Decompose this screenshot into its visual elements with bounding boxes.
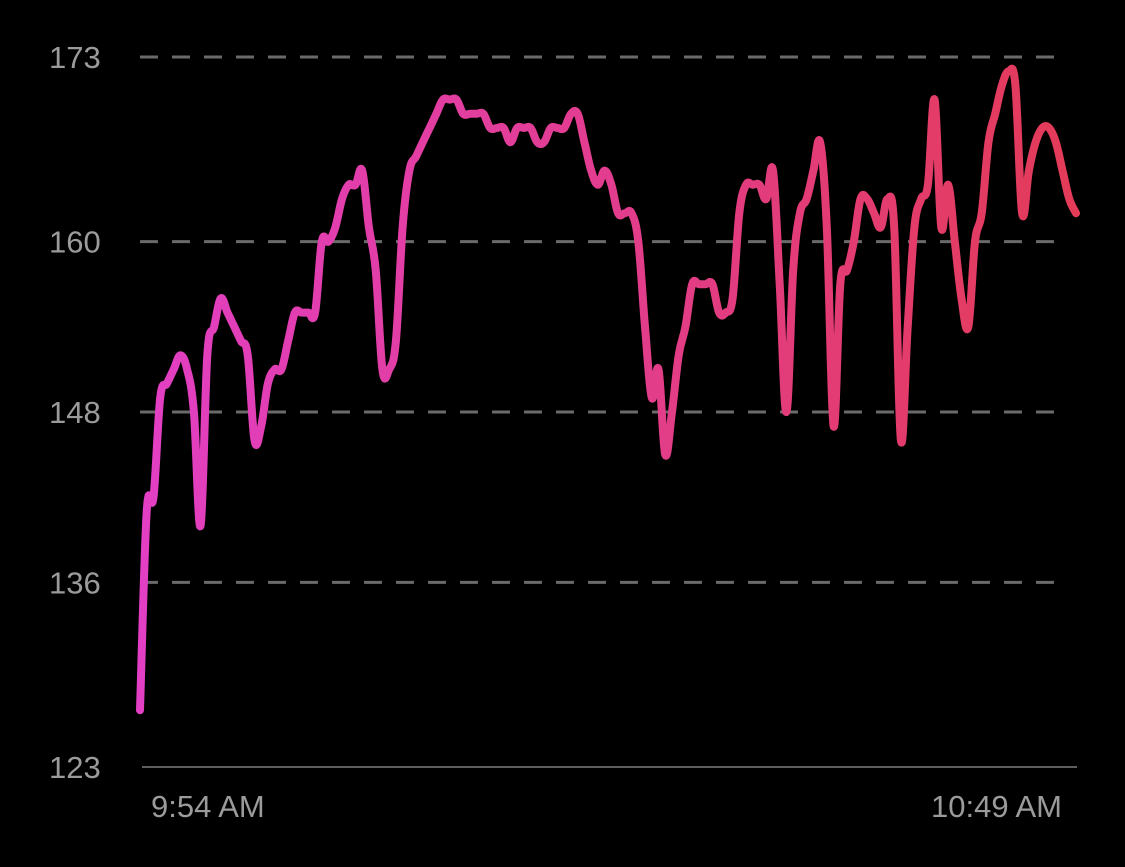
grid-lines [140, 55, 1077, 768]
x-tick-label: 9:54 AM [151, 789, 265, 824]
x-tick-label: 10:49 AM [931, 789, 1062, 824]
y-tick-label: 148 [49, 395, 101, 430]
y-tick-label: 173 [49, 40, 101, 75]
x-axis-tick-labels: 9:54 AM 10:49 AM [151, 789, 1062, 824]
series-layer [136, 64, 1080, 715]
y-tick-label: 136 [49, 565, 101, 600]
heart-rate-series-line [136, 64, 1080, 715]
y-tick-label: 123 [49, 750, 101, 785]
y-axis-tick-labels: 173 160 148 136 123 [49, 40, 101, 785]
y-tick-label: 160 [49, 225, 101, 260]
